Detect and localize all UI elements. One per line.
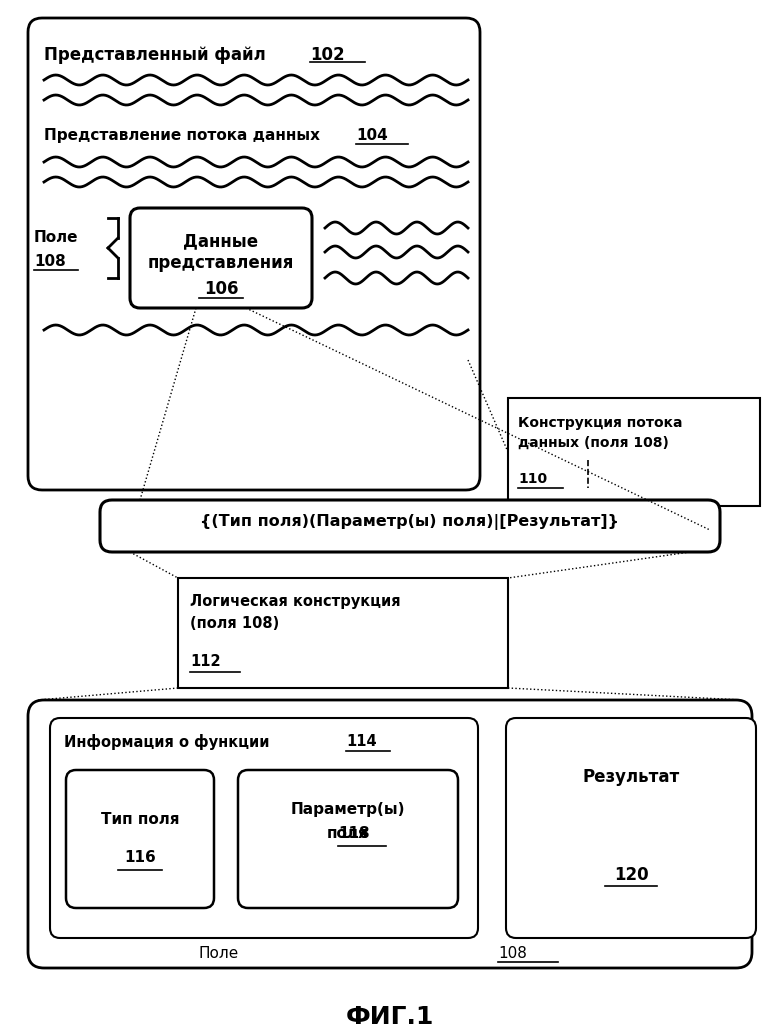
Text: Информация о функции: Информация о функции — [64, 734, 270, 750]
Text: 118: 118 — [338, 826, 370, 841]
Text: Конструкция потока: Конструкция потока — [518, 416, 682, 430]
Text: Поле: Поле — [198, 946, 238, 961]
Text: 108: 108 — [34, 254, 66, 269]
FancyBboxPatch shape — [508, 398, 760, 506]
Text: (поля 108): (поля 108) — [190, 616, 279, 631]
Text: Результат: Результат — [583, 768, 679, 786]
FancyBboxPatch shape — [130, 208, 312, 308]
FancyBboxPatch shape — [238, 770, 458, 908]
Text: ФИГ.1: ФИГ.1 — [346, 1005, 434, 1029]
FancyBboxPatch shape — [28, 700, 752, 968]
Text: {(Тип поля)(Параметр(ы) поля)|[Результат]}: {(Тип поля)(Параметр(ы) поля)|[Результат… — [200, 514, 619, 530]
Text: 106: 106 — [204, 280, 238, 298]
Text: 102: 102 — [310, 46, 345, 64]
Text: Поле: Поле — [34, 230, 79, 245]
Text: Данные: Данные — [183, 232, 258, 250]
FancyBboxPatch shape — [506, 718, 756, 938]
Text: Логическая конструкция: Логическая конструкция — [190, 594, 401, 609]
Text: данных (поля 108): данных (поля 108) — [518, 436, 669, 450]
Text: Представленный файл: Представленный файл — [44, 46, 266, 64]
Text: 104: 104 — [356, 128, 388, 143]
Text: 120: 120 — [614, 866, 648, 884]
Text: Тип поля: Тип поля — [101, 812, 179, 827]
FancyBboxPatch shape — [28, 18, 480, 490]
FancyBboxPatch shape — [50, 718, 478, 938]
Text: 114: 114 — [346, 734, 377, 749]
Text: поля: поля — [327, 826, 369, 841]
Text: Параметр(ы): Параметр(ы) — [291, 802, 406, 817]
FancyBboxPatch shape — [100, 500, 720, 552]
Text: 108: 108 — [498, 946, 526, 961]
Text: 110: 110 — [518, 472, 547, 486]
Text: 116: 116 — [124, 850, 156, 865]
Text: Представление потока данных: Представление потока данных — [44, 128, 320, 143]
FancyBboxPatch shape — [66, 770, 214, 908]
Text: представления: представления — [148, 254, 294, 272]
FancyBboxPatch shape — [178, 578, 508, 688]
Text: 112: 112 — [190, 654, 221, 669]
